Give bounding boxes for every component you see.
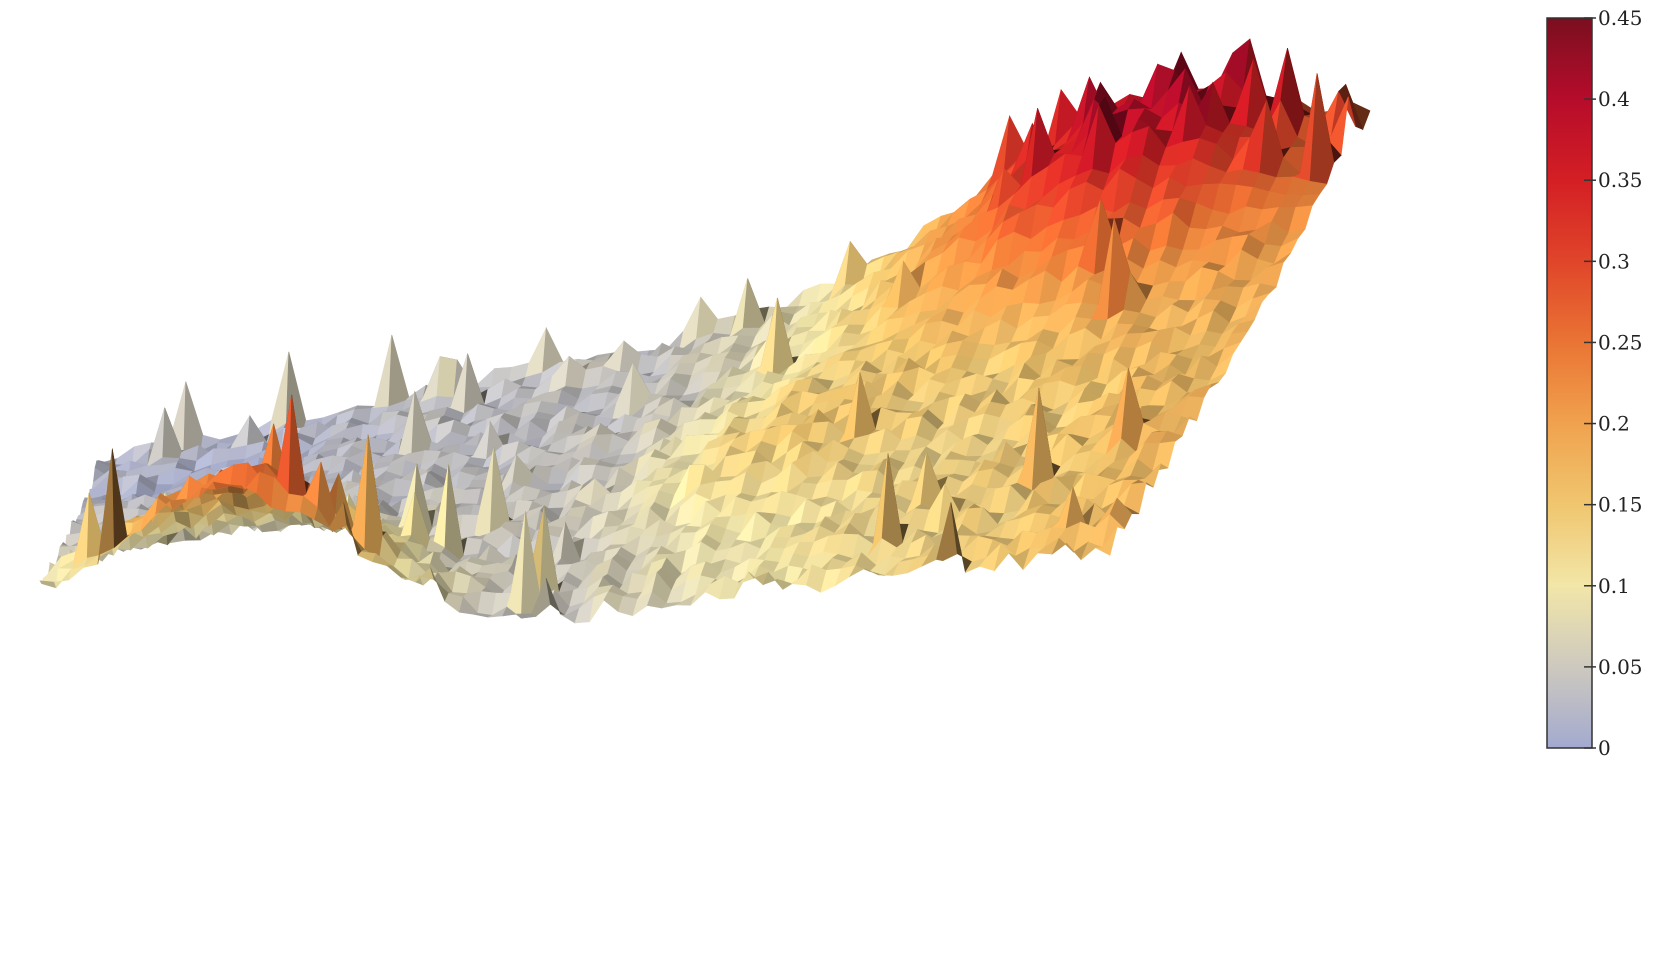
colorbar: 0 0.05 0.1 0.15 0.2 0.25 0.3 0.35 0.4 0.45 <box>1546 6 1643 760</box>
colorbar-tick-label: 0.3 <box>1598 249 1630 273</box>
colorbar-tick-label: 0.05 <box>1598 655 1643 679</box>
colorbar-tick-label: 0.15 <box>1598 493 1643 517</box>
colorbar-tick-label: 0.2 <box>1598 412 1630 436</box>
colorbar-tick-label: 0.35 <box>1598 168 1643 192</box>
surface-plot <box>39 38 1371 624</box>
surface-facet <box>39 580 57 589</box>
surface-facet <box>388 334 410 408</box>
colorbar-tick-label: 0.4 <box>1598 87 1630 111</box>
surface-facet <box>268 351 290 436</box>
colorbar-gradient <box>1546 17 1593 749</box>
surface-facet <box>1095 526 1118 556</box>
colorbar-tick-label: 0 <box>1598 736 1611 760</box>
surface-facet <box>183 381 204 452</box>
colorbar-tick-label: 0.45 <box>1598 6 1643 30</box>
surface-mesh <box>39 38 1371 624</box>
surface-facet <box>370 334 393 409</box>
colorbar-tick-label: 0.1 <box>1598 574 1630 598</box>
surface-facet <box>229 415 251 450</box>
colorbar-tick-label: 0.25 <box>1598 330 1643 354</box>
